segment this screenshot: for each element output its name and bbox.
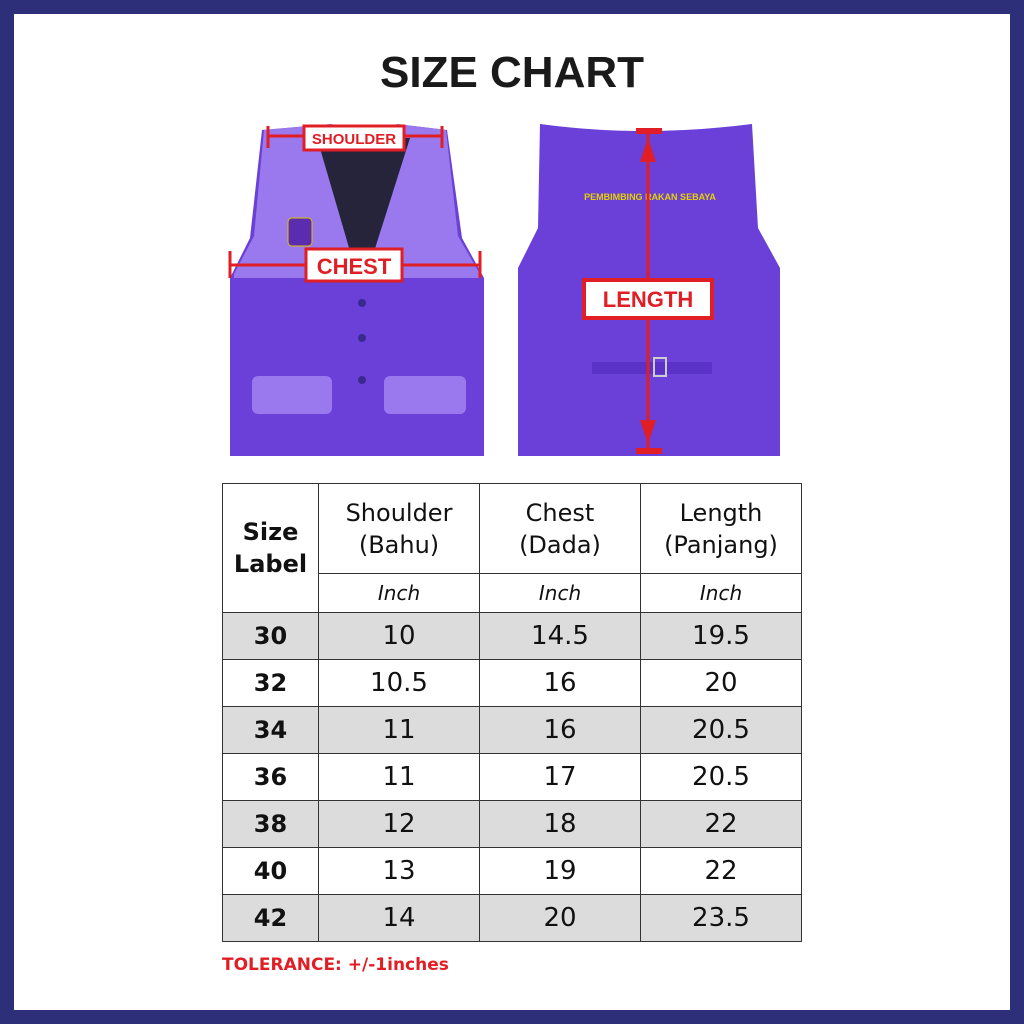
length-annotation: LENGTH	[603, 287, 693, 312]
unit-cell: Inch	[318, 573, 480, 613]
chest-cell: 20	[479, 894, 641, 942]
shoulder-annotation: SHOULDER	[312, 131, 396, 148]
table-row: 36 11 17 20.5	[222, 753, 802, 801]
size-cell: 30	[222, 612, 319, 660]
shoulder-cell: 10.5	[318, 659, 480, 707]
shoulder-header: Shoulder (Bahu)	[318, 483, 480, 574]
col-local: (Bahu)	[358, 530, 440, 559]
table-row: 34 11 16 20.5	[222, 706, 802, 754]
table-row: 32 10.5 16 20	[222, 659, 802, 707]
table-row: 42 14 20 23.5	[222, 894, 802, 942]
unit-cell: Inch	[479, 573, 641, 613]
shoulder-cell: 10	[318, 612, 480, 660]
table-row: 38 12 18 22	[222, 800, 802, 848]
col-local: (Dada)	[519, 530, 601, 559]
page-title: SIZE CHART	[380, 48, 644, 97]
col-name: Length	[679, 498, 763, 527]
shoulder-cell: 13	[318, 847, 480, 895]
size-cell: 42	[222, 894, 319, 942]
col-local: (Panjang)	[664, 530, 778, 559]
size-cell: 34	[222, 706, 319, 754]
length-cell: 20.5	[640, 753, 802, 801]
unit-cell: Inch	[640, 573, 802, 613]
vest-front-image: SHOULDER CHEST	[228, 124, 484, 456]
shoulder-cell: 12	[318, 800, 480, 848]
length-header: Length (Panjang)	[640, 483, 802, 574]
size-label-line2: Label	[233, 550, 308, 578]
chest-cell: 14.5	[479, 612, 641, 660]
table-row: 30 10 14.5 19.5	[222, 612, 802, 660]
chest-cell: 16	[479, 659, 641, 707]
header-row: Size Label Shoulder (Bahu) Chest (Dada) Len…	[222, 483, 802, 613]
size-label-line1: Size	[242, 518, 299, 546]
shoulder-cell: 14	[318, 894, 480, 942]
chest-cell: 19	[479, 847, 641, 895]
size-table: Size Label Shoulder (Bahu) Chest (Dada) Len…	[222, 483, 802, 942]
table-row: 40 13 19 22	[222, 847, 802, 895]
length-cell: 19.5	[640, 612, 802, 660]
chest-header: Chest (Dada)	[479, 483, 641, 574]
tolerance-note: TOLERANCE: +/-1inches	[222, 955, 449, 975]
size-label-header: Size Label	[222, 483, 319, 613]
chest-cell: 16	[479, 706, 641, 754]
size-cell: 32	[222, 659, 319, 707]
col-name: Chest	[525, 498, 595, 527]
length-cell: 20	[640, 659, 802, 707]
col-name: Shoulder	[345, 498, 453, 527]
size-cell: 36	[222, 753, 319, 801]
shoulder-cell: 11	[318, 753, 480, 801]
size-cell: 40	[222, 847, 319, 895]
size-cell: 38	[222, 800, 319, 848]
unit-row: Inch Inch Inch	[223, 573, 802, 613]
length-cell: 22	[640, 847, 802, 895]
vest-back-text: PEMBIMBING RAKAN SEBAYA	[584, 192, 716, 202]
vest-back-image: PEMBIMBING RAKAN SEBAYA LENGTH	[518, 124, 780, 456]
chest-cell: 17	[479, 753, 641, 801]
length-cell: 23.5	[640, 894, 802, 942]
shoulder-cell: 11	[318, 706, 480, 754]
chest-cell: 18	[479, 800, 641, 848]
length-cell: 20.5	[640, 706, 802, 754]
length-cell: 22	[640, 800, 802, 848]
chest-annotation: CHEST	[317, 254, 392, 279]
